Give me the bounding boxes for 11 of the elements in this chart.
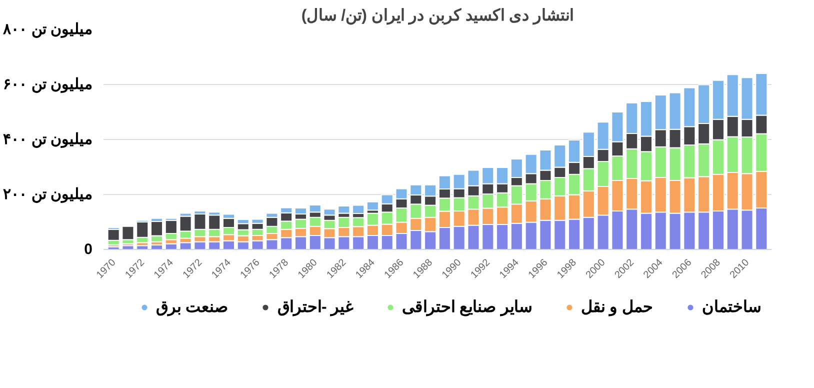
chart-title: انتشار دی اکسید کربن در ایران (تن/ سال) <box>301 8 574 26</box>
legend-label: حمل و نقل <box>581 298 654 316</box>
y-tick-label: ۸۰۰ میلیون تن <box>2 21 93 38</box>
y-tick-label: ۲۰۰ میلیون تن <box>3 186 93 203</box>
y-tick-label: ۶۰۰ میلیون تن <box>3 76 93 93</box>
y-tick-label: ۴۰۰ میلیون تن <box>3 131 93 148</box>
legend-label: سایر صنایع احتراقی <box>402 298 532 316</box>
y-tick-label: 0 <box>84 241 92 258</box>
legend-label: صنعت برق <box>156 298 228 316</box>
legend-label: ساختمان <box>702 298 762 316</box>
legend-label: غیر -احتراق <box>277 298 354 316</box>
